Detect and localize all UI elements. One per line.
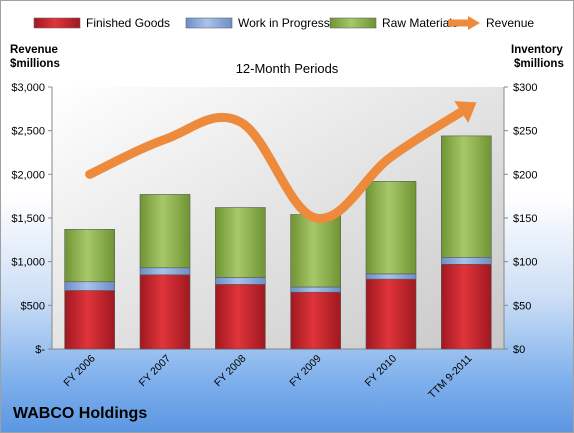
bar-work-in-progress-3: [290, 286, 341, 293]
left-axis-title-line2: $millions: [10, 58, 60, 70]
bar-raw-materials-4: [365, 181, 417, 275]
right-tick-label-5: $250: [513, 126, 537, 138]
legend-swatch-2: [329, 17, 377, 29]
bar-finished-goods-0: [64, 290, 115, 350]
category-label-1: FY 2007: [137, 353, 174, 390]
right-tick-label-3: $150: [513, 213, 537, 225]
legend-label-3: Revenue: [486, 16, 534, 30]
bar-finished-goods-5: [441, 263, 492, 350]
bar-finished-goods-3: [290, 291, 341, 350]
category-label-3: FY 2009: [287, 353, 324, 390]
company-name: WABCO Holdings: [13, 405, 148, 422]
legend-label-0: Finished Goods: [86, 16, 170, 30]
bar-work-in-progress-4: [365, 273, 417, 280]
left-tick-label-3: $1,500: [11, 213, 45, 225]
right-axis-title-line2: $millions: [514, 58, 564, 70]
bar-raw-materials-0: [64, 229, 115, 283]
left-axis-title-line1: Revenue: [10, 44, 58, 56]
bar-raw-materials-3: [290, 214, 341, 288]
left-tick-label-0: $-: [35, 344, 45, 356]
right-tick-label-4: $200: [513, 169, 537, 181]
left-tick-label-6: $3,000: [11, 82, 45, 94]
left-tick-label-4: $2,000: [11, 169, 45, 181]
right-tick-label-2: $100: [513, 257, 537, 269]
legend-arrow-3: [468, 16, 480, 30]
bar-work-in-progress-0: [64, 281, 115, 291]
legend-label-2: Raw Materials: [382, 16, 458, 30]
bar-finished-goods-4: [365, 278, 417, 350]
left-tick-label-5: $2,500: [11, 126, 45, 138]
legend-swatch-0: [33, 17, 81, 29]
bar-work-in-progress-5: [441, 256, 492, 265]
category-label-4: FY 2010: [363, 353, 400, 390]
bar-raw-materials-2: [215, 207, 266, 278]
category-label-5: TTM 9-2011: [426, 353, 474, 401]
bar-raw-materials-5: [441, 135, 492, 258]
category-label-0: FY 2006: [61, 353, 98, 390]
bar-work-in-progress-2: [215, 277, 266, 285]
right-tick-label-1: $50: [513, 300, 531, 312]
legend-swatch-1: [185, 17, 233, 29]
legend-label-1: Work in Progress: [238, 16, 330, 30]
category-label-2: FY 2008: [212, 353, 249, 390]
right-tick-label-6: $300: [513, 82, 537, 94]
revenue-line-arrowhead: [454, 101, 477, 124]
bar-work-in-progress-1: [139, 267, 191, 276]
bar-finished-goods-1: [139, 274, 191, 350]
right-tick-label-0: $0: [513, 344, 525, 356]
right-axis-title-line1: Inventory: [511, 44, 563, 56]
left-tick-label-2: $1,000: [11, 257, 45, 269]
bar-finished-goods-2: [215, 284, 266, 350]
revenue-line: [85, 104, 471, 223]
bar-raw-materials-1: [139, 194, 191, 269]
left-tick-label-1: $500: [21, 300, 45, 312]
chart-subtitle: 12-Month Periods: [235, 61, 339, 76]
